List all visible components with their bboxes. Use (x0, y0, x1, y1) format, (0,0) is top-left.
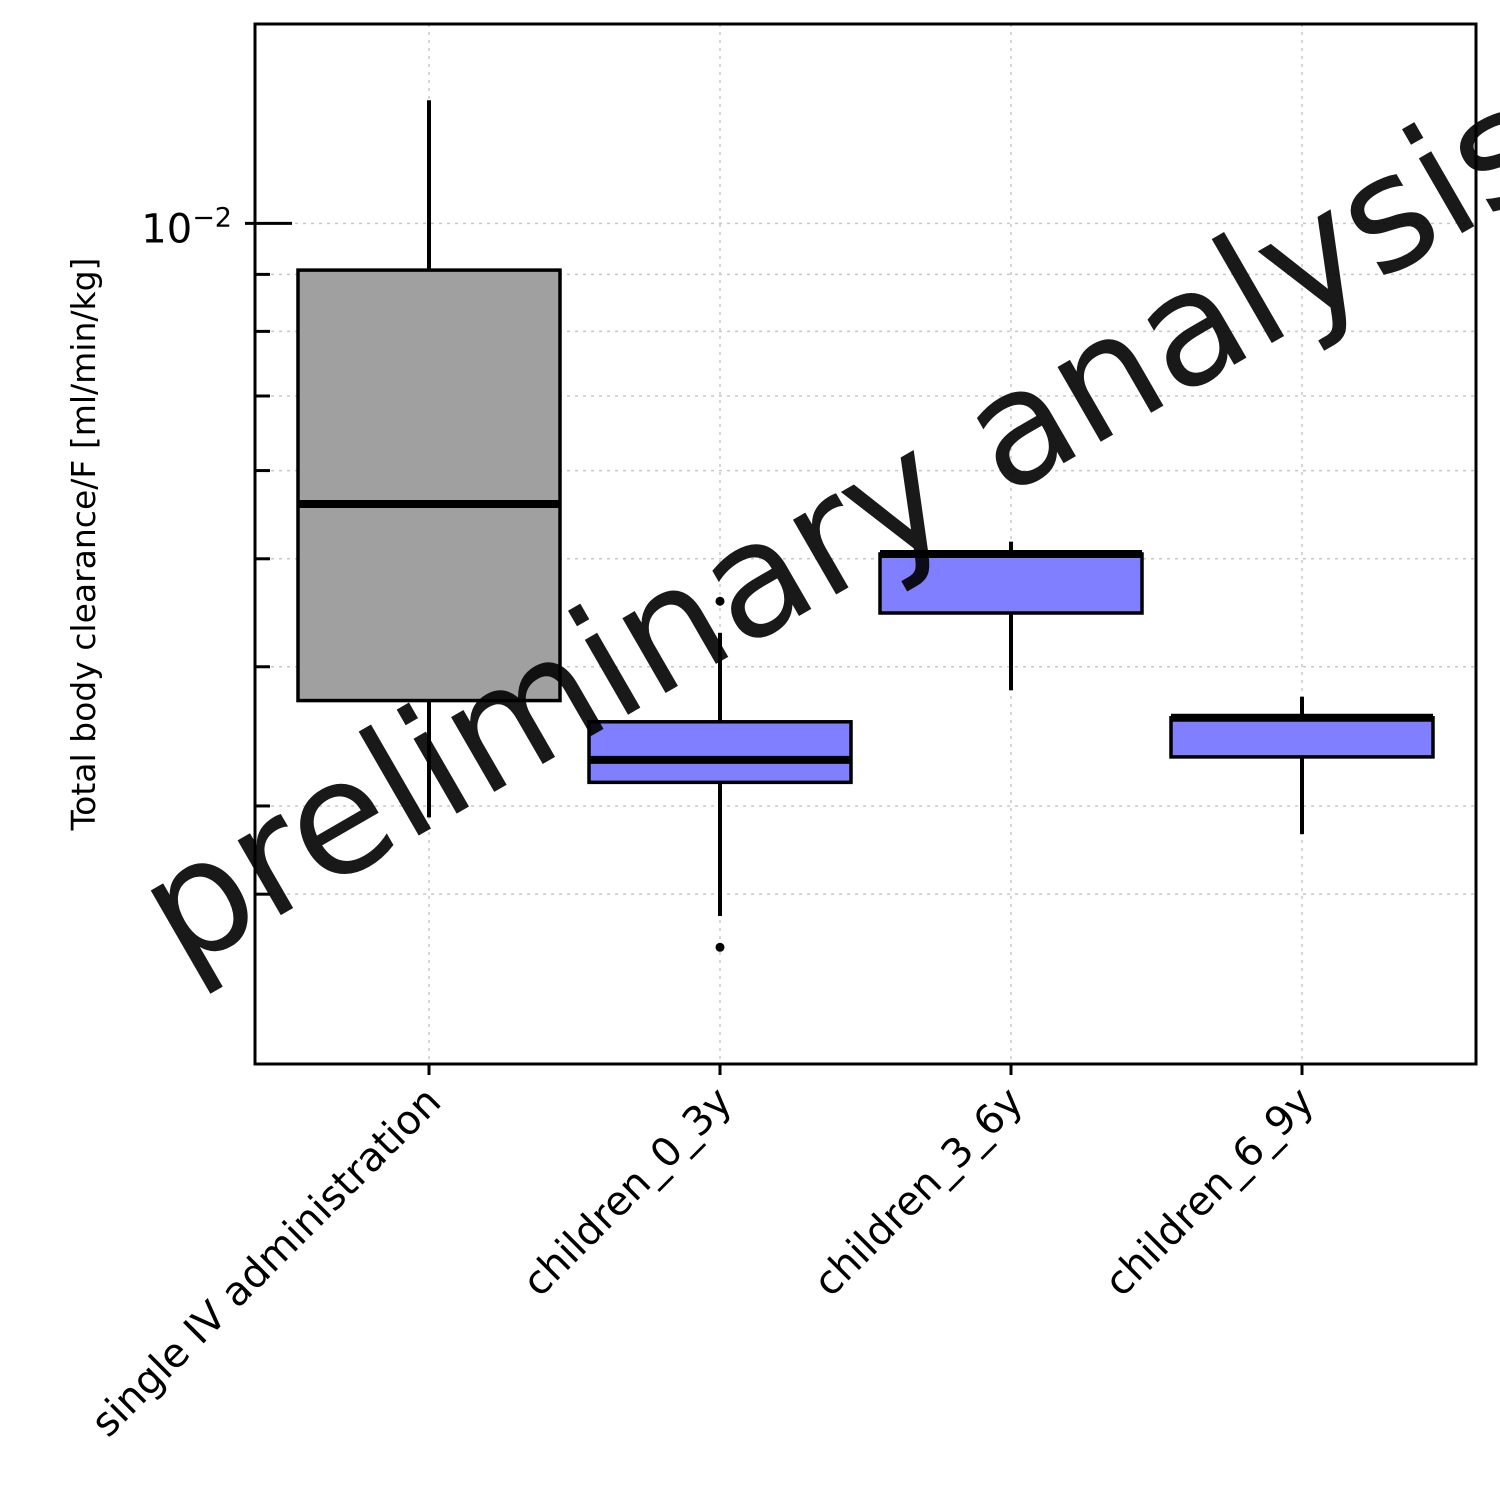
x-tick-label: children_6_9y (1096, 1079, 1323, 1306)
box (296, 268, 562, 703)
box (1169, 715, 1435, 759)
plot-frame (253, 22, 1478, 1066)
box (878, 552, 1144, 615)
x-tick-label: children_0_3y (514, 1079, 741, 1306)
boxes (296, 100, 1435, 952)
outlier-point (715, 942, 725, 952)
y-axis-label: Total body clearance/F [ml/min/kg] (64, 258, 103, 832)
x-tick-label: single IV administration (83, 1079, 450, 1446)
box (587, 720, 853, 785)
outlier-point (715, 596, 725, 606)
axes (253, 22, 1478, 1066)
y-tick-label: 10−2 (141, 202, 232, 252)
x-tick-label: children_3_6y (805, 1079, 1032, 1306)
